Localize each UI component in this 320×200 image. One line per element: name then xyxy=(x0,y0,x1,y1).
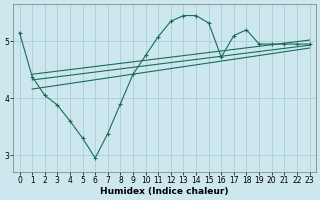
X-axis label: Humidex (Indice chaleur): Humidex (Indice chaleur) xyxy=(100,187,229,196)
